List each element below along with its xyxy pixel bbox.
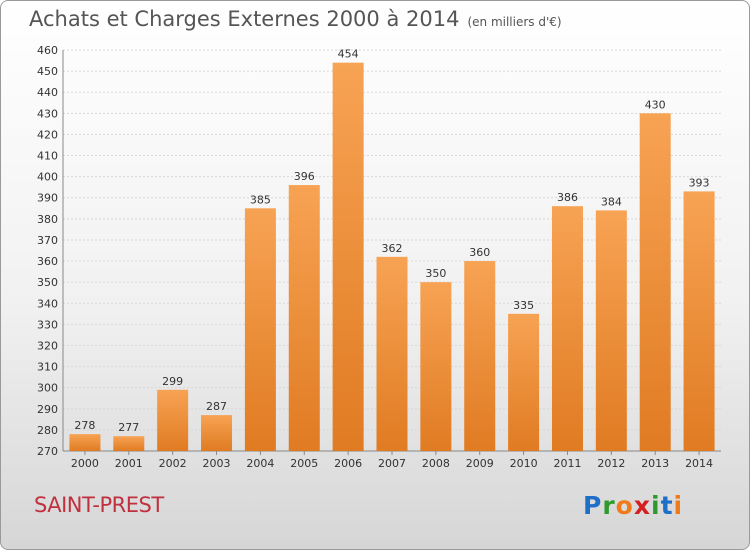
data-label: 454 <box>338 48 359 61</box>
y-tick-label: 340 <box>37 297 58 310</box>
commune-name: SAINT-PREST <box>34 493 164 517</box>
y-tick-label: 440 <box>37 86 58 99</box>
x-tick-label: 2004 <box>246 457 274 470</box>
bar <box>639 113 671 451</box>
y-tick-label: 370 <box>37 234 58 247</box>
x-tick-label: 2001 <box>115 457 143 470</box>
bar <box>508 313 540 451</box>
data-label: 385 <box>250 193 271 206</box>
chart-unit: (en milliers d'€) <box>467 15 562 29</box>
x-tick-label: 2005 <box>290 457 318 470</box>
y-tick-label: 460 <box>37 44 58 57</box>
y-tick-label: 450 <box>37 65 58 78</box>
x-tick-label: 2011 <box>553 457 581 470</box>
y-tick-label: 280 <box>37 424 58 437</box>
bar <box>551 206 583 451</box>
logo-letter: x <box>633 491 651 520</box>
y-tick-label: 290 <box>37 403 58 416</box>
x-tick-label: 2000 <box>71 457 99 470</box>
y-tick-label: 410 <box>37 150 58 163</box>
data-label: 393 <box>689 176 710 189</box>
data-label: 350 <box>425 267 446 280</box>
bar <box>420 282 452 451</box>
data-label: 430 <box>645 98 666 111</box>
y-tick-label: 310 <box>37 361 58 374</box>
data-label: 360 <box>469 246 490 259</box>
x-tick-label: 2002 <box>159 457 187 470</box>
logo-letter: i <box>673 491 684 520</box>
y-tick-label: 320 <box>37 339 58 352</box>
y-tick-label: 380 <box>37 213 58 226</box>
bar <box>69 434 101 451</box>
y-tick-label: 300 <box>37 382 58 395</box>
y-tick-label: 420 <box>37 128 58 141</box>
data-label: 278 <box>74 419 95 432</box>
bar <box>376 256 408 451</box>
data-label: 362 <box>382 242 403 255</box>
logo-letter: i <box>651 491 661 520</box>
y-tick-label: 270 <box>37 445 58 458</box>
bar <box>464 261 496 451</box>
logo-letter: P <box>583 491 603 520</box>
logo-letter: o <box>615 491 634 520</box>
y-tick-label: 330 <box>37 318 58 331</box>
bar <box>288 185 320 452</box>
y-tick-label: 400 <box>37 171 58 184</box>
proxiti-logo: Proxiti <box>583 491 683 520</box>
data-label: 384 <box>601 195 622 208</box>
bar <box>113 436 145 451</box>
data-label: 335 <box>513 299 534 312</box>
data-label: 396 <box>294 170 315 183</box>
data-label: 277 <box>118 421 139 434</box>
data-label: 287 <box>206 400 227 413</box>
x-tick-label: 2007 <box>378 457 406 470</box>
x-tick-label: 2013 <box>641 457 669 470</box>
data-label: 299 <box>162 375 183 388</box>
y-tick-label: 430 <box>37 107 58 120</box>
bar <box>201 415 233 451</box>
bar <box>683 191 715 451</box>
logo-letter: r <box>602 491 616 520</box>
x-tick-label: 2009 <box>466 457 494 470</box>
x-tick-label: 2008 <box>422 457 450 470</box>
chart-title-text: Achats et Charges Externes 2000 à 2014 <box>29 7 460 31</box>
logo-letter: t <box>660 491 674 520</box>
y-tick-label: 390 <box>37 192 58 205</box>
chart-title: Achats et Charges Externes 2000 à 2014 (e… <box>29 7 562 31</box>
x-tick-label: 2012 <box>597 457 625 470</box>
bar <box>332 62 364 452</box>
bar <box>595 210 627 451</box>
y-tick-label: 350 <box>37 276 58 289</box>
bar <box>157 389 189 451</box>
y-tick-label: 360 <box>37 255 58 268</box>
x-tick-label: 2014 <box>685 457 713 470</box>
x-tick-label: 2006 <box>334 457 362 470</box>
data-label: 386 <box>557 191 578 204</box>
x-tick-label: 2010 <box>510 457 538 470</box>
bar <box>244 208 276 451</box>
x-tick-label: 2003 <box>203 457 231 470</box>
